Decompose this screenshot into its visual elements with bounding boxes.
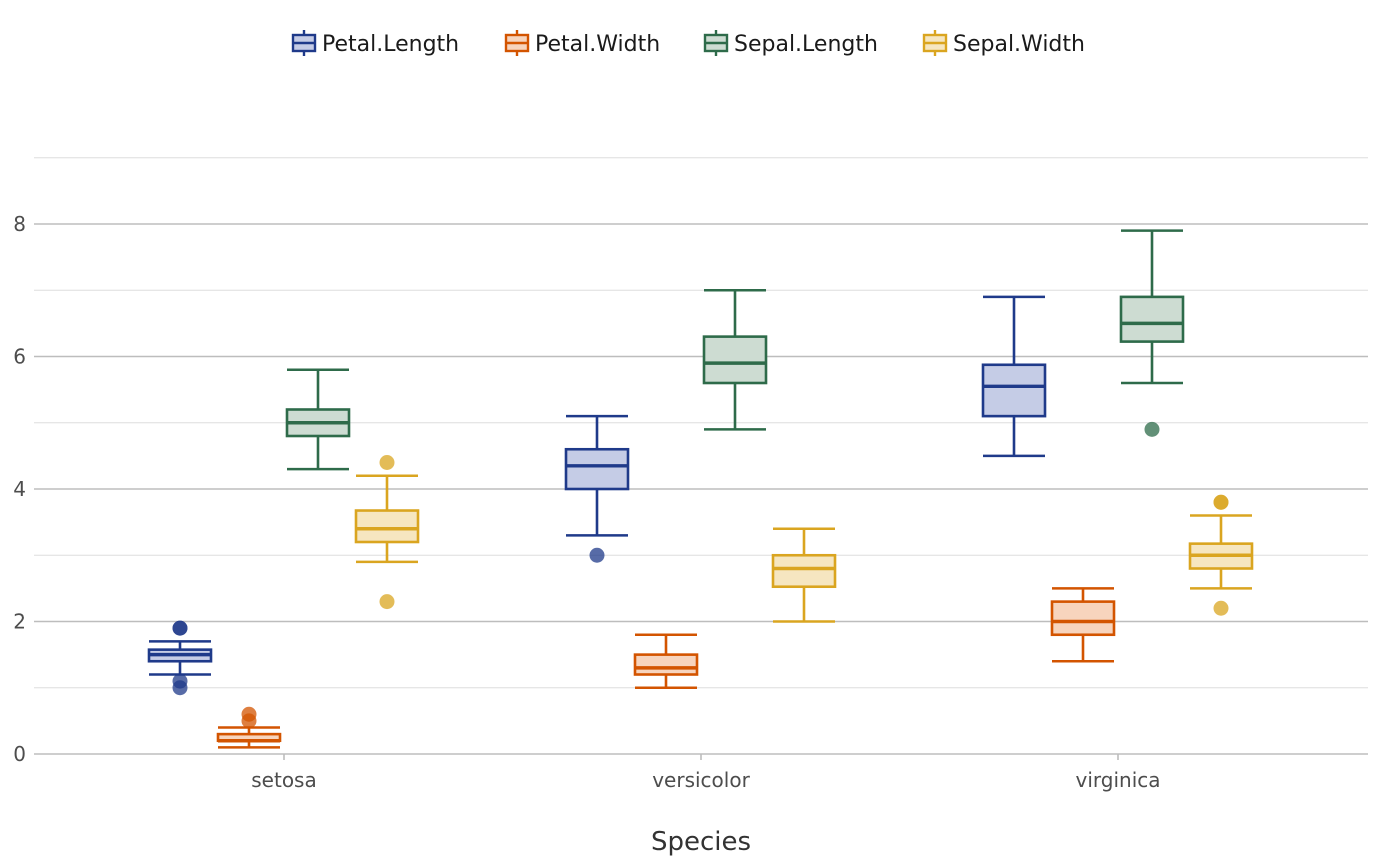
box-Sepal.Width-versicolor [771,527,837,623]
outlier-point [172,673,188,689]
box-iqr [564,447,630,491]
outlier-point [1213,494,1229,510]
box-Sepal.Width-setosa [354,455,420,610]
legend-item-Sepal.Width: Sepal.Width [922,30,1085,57]
y-tick-label: 8 [13,212,26,236]
legend: Petal.Length Petal.Width Sepal.Length Sepal… [291,30,1085,57]
outlier-point [1144,421,1160,437]
outlier-point [1213,600,1229,616]
grid [34,157,1368,755]
plot-area [147,229,1254,749]
outlier-point [589,547,605,563]
x-axis: setosa versicolor virginica [251,754,1161,792]
y-tick-label: 6 [13,345,26,369]
box-Sepal.Length-setosa [285,368,351,471]
box-iqr [1050,600,1116,637]
box-Petal.Length-virginica [981,295,1047,458]
y-tick-label: 2 [13,610,26,634]
box-Petal.Width-versicolor [633,633,699,690]
box-Sepal.Length-virginica [1119,229,1185,437]
outlier-point [172,620,188,636]
box-iqr [981,363,1047,418]
box-iqr [633,653,699,676]
x-tick-label: setosa [251,768,316,792]
box-Sepal.Length-versicolor [702,288,768,431]
legend-label: Sepal.Width [953,32,1085,57]
box-Petal.Length-setosa [147,620,213,696]
box-Petal.Width-setosa [216,706,282,749]
x-axis-title: Species [651,827,751,857]
box-iqr [702,335,768,385]
legend-item-Petal.Width: Petal.Width [504,30,660,57]
box-iqr [1119,295,1185,343]
y-axis: 0 2 4 6 8 [13,212,26,766]
legend-label: Sepal.Length [734,32,878,57]
box-iqr [771,553,837,589]
legend-item-Petal.Length: Petal.Length [291,30,459,57]
box-Petal.Length-versicolor [564,414,630,563]
box-Petal.Width-virginica [1050,587,1116,663]
y-tick-label: 0 [13,742,26,766]
outlier-point [379,594,395,610]
outlier-point [379,455,395,470]
x-tick-label: virginica [1076,768,1161,792]
box-Sepal.Width-virginica [1188,494,1254,616]
outlier-point [241,706,257,722]
y-tick-label: 4 [13,477,26,501]
legend-item-Sepal.Length: Sepal.Length [703,30,878,57]
legend-label: Petal.Width [535,32,660,57]
legend-label: Petal.Length [322,32,459,57]
x-tick-label: versicolor [652,768,750,792]
box-iqr [354,509,420,544]
